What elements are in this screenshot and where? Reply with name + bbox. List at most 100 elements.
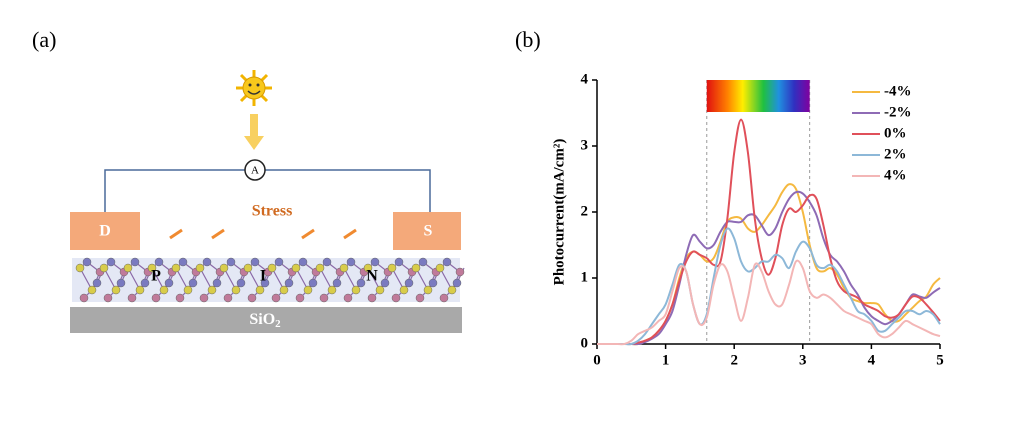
y-tick-label: 4 (581, 71, 589, 87)
atom (195, 263, 205, 273)
y-tick-label: 3 (581, 137, 589, 153)
x-tick-label: 0 (593, 352, 601, 368)
atom (322, 257, 332, 267)
diagram: A D S Stress P I N SiO2 (70, 70, 465, 333)
electrode-label: S (424, 223, 433, 240)
ammeter-label: A (251, 165, 259, 177)
atom (447, 285, 457, 295)
atom (319, 293, 329, 303)
x-tick-label: 5 (936, 352, 944, 368)
electrode (393, 212, 461, 250)
atom (130, 257, 140, 267)
y-tick-label: 0 (581, 335, 589, 351)
atom (159, 285, 169, 295)
atom (164, 278, 174, 288)
atom (154, 257, 164, 267)
atom (346, 257, 356, 267)
atom (271, 293, 281, 303)
atom (92, 278, 102, 288)
atom (226, 257, 236, 267)
atom (103, 293, 113, 303)
data-line (596, 118, 941, 346)
atom (199, 293, 209, 303)
atom (147, 263, 157, 273)
atom (339, 263, 349, 273)
atom (175, 293, 185, 303)
chart: 0 1 2 3 4 5 0 1 2 3 4 Photocurrent(mA/cm²) -4% -2% 0% 2… (551, 71, 943, 368)
atom (380, 278, 390, 288)
data-line (596, 259, 941, 346)
atom (106, 257, 116, 267)
atom (298, 257, 308, 267)
lattice (75, 257, 465, 303)
atom (423, 285, 433, 295)
atom (343, 293, 353, 303)
atom (267, 263, 277, 273)
legend-label: 4% (884, 167, 907, 183)
atom (202, 257, 212, 267)
atom (255, 285, 265, 295)
atom (435, 263, 445, 273)
x-tick-label: 4 (868, 352, 876, 368)
atom (188, 278, 198, 288)
y-tick-label: 2 (581, 203, 589, 219)
atom (455, 267, 465, 277)
atom (291, 263, 301, 273)
atom (260, 278, 270, 288)
atom (183, 285, 193, 295)
atom (243, 263, 253, 273)
atom (171, 263, 181, 273)
atom (87, 285, 97, 295)
electrode-label: D (99, 223, 111, 240)
region-label: N (366, 268, 378, 285)
substrate-sub: 2 (275, 318, 281, 330)
stress-label: Stress (252, 203, 293, 220)
atom (75, 263, 85, 273)
legend-label: -2% (884, 104, 912, 120)
atom (356, 278, 366, 288)
atom (223, 293, 233, 303)
atom (428, 278, 438, 288)
atom (127, 293, 137, 303)
atom (140, 278, 150, 288)
atom (387, 263, 397, 273)
legend-label: -4% (884, 83, 912, 99)
atom (99, 263, 109, 273)
atom (442, 257, 452, 267)
atom (351, 285, 361, 295)
atom (394, 257, 404, 267)
atom (274, 257, 284, 267)
atom (308, 278, 318, 288)
atom (415, 293, 425, 303)
x-tick-label: 1 (662, 352, 670, 368)
atom (284, 278, 294, 288)
atom (178, 257, 188, 267)
atom (82, 257, 92, 267)
atom (315, 263, 325, 273)
atom (411, 263, 421, 273)
atom (452, 278, 462, 288)
x-tick-label: 3 (799, 352, 807, 368)
atom (247, 293, 257, 303)
region-label: I (260, 268, 266, 285)
ammeter (244, 159, 266, 181)
region-label: P (151, 268, 161, 285)
substrate-label: SiO2 (249, 311, 281, 330)
atom (236, 278, 246, 288)
panel-label: (b) (515, 27, 541, 52)
atom (135, 285, 145, 295)
y-axis-label: Photocurrent(mA/cm²) (551, 139, 567, 286)
panel-label: (a) (32, 27, 56, 52)
atom (212, 278, 222, 288)
substrate (70, 307, 462, 333)
atom (79, 293, 89, 303)
data-line (596, 227, 941, 346)
atom (399, 285, 409, 295)
legend-label: 2% (884, 146, 907, 162)
atom (303, 285, 313, 295)
data-line (596, 183, 941, 346)
atom (123, 263, 133, 273)
atom (219, 263, 229, 273)
atom (207, 285, 217, 295)
